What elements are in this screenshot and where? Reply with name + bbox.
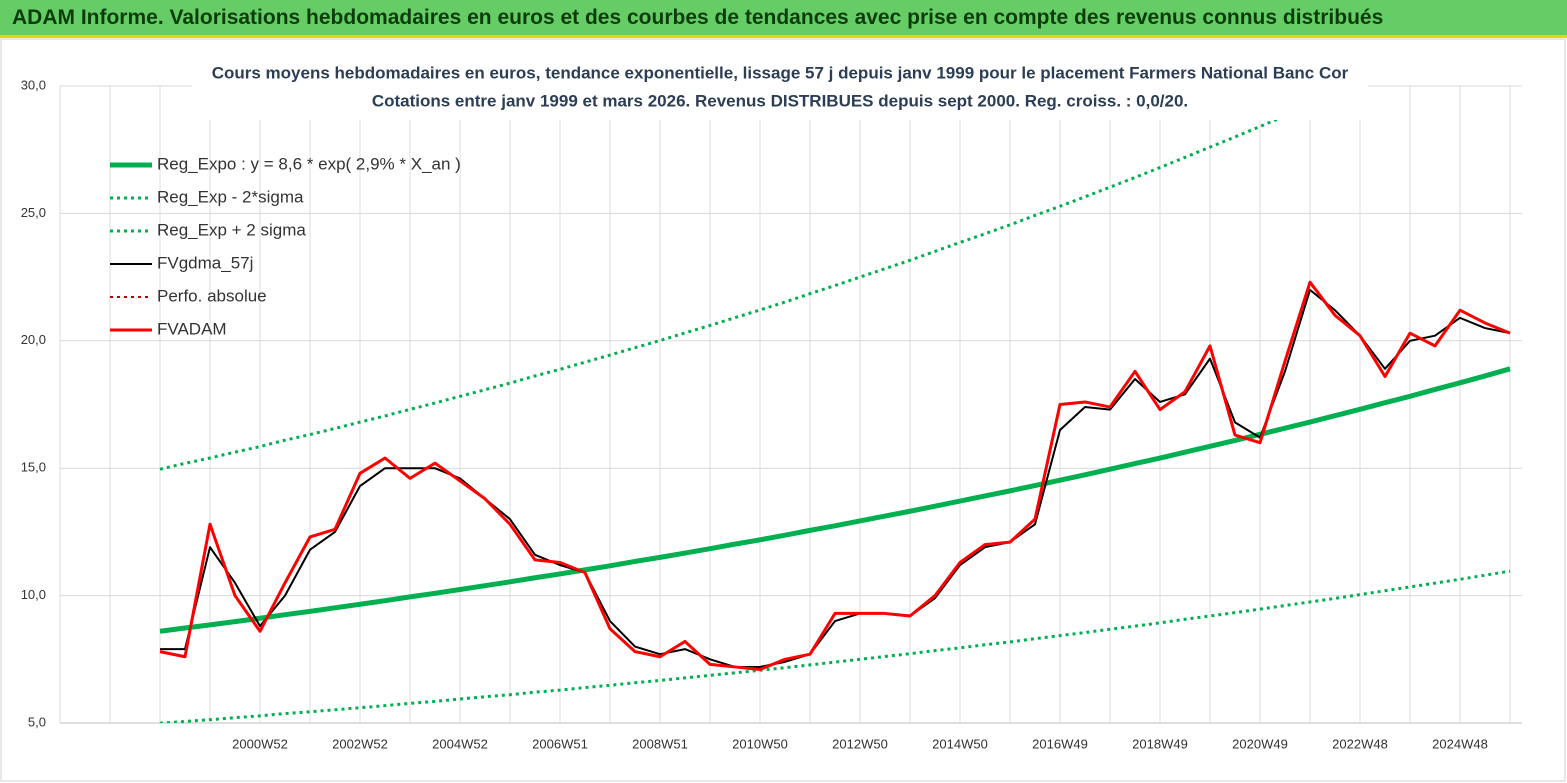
x-tick-label: 2012W50 [832,736,888,751]
series-line [159,86,1357,471]
legend-label: FVADAM [157,319,227,338]
series-line [159,569,1511,723]
y-tick-label: 25,0 [21,205,46,220]
legend-label: Reg_Expo : y = 8,6 * exp( 2,9% * X_an ) [157,154,461,173]
y-tick-label: 10,0 [21,587,46,602]
x-tick-label: 2010W50 [732,736,788,751]
header-title: ADAM Informe. Valorisations hebdomadaire… [12,6,1384,29]
legend-label: Perfo. absolue [157,286,267,305]
header-bar: ADAM Informe. Valorisations hebdomadaire… [0,0,1567,38]
series-line [159,366,1511,634]
legend-label: Reg_Exp + 2 sigma [157,220,306,239]
x-tick-label: 2004W52 [432,736,488,751]
x-tick-label: 2014W50 [932,736,988,751]
x-tick-label: 2020W49 [1232,736,1288,751]
x-tick-label: 2000W52 [232,736,288,751]
x-tick-label: 2022W48 [1332,736,1388,751]
series-line [160,288,1511,668]
title-box [192,60,1368,120]
x-tick-label: 2002W52 [332,736,388,751]
legend-label: FVgdma_57j [157,253,253,272]
series-line [159,280,1511,671]
chart-subtitle: Cotations entre janv 1999 et mars 2026. … [372,91,1188,110]
x-tick-label: 2024W48 [1432,736,1488,751]
chart: 5,0 10,0 15,0 20,0 25,0 30,0 2000W52 2002W52 200… [0,38,1566,782]
legend-label: Reg_Exp - 2*sigma [157,187,304,206]
x-tick-label: 2008W51 [632,736,688,751]
x-tick-label: 2016W49 [1032,736,1088,751]
y-tick-label: 5,0 [28,714,46,729]
x-tick-label: 2006W51 [532,736,588,751]
y-tick-label: 30,0 [21,77,46,92]
chart-border [0,38,1566,782]
x-tick-label: 2018W49 [1132,736,1188,751]
y-tick-label: 20,0 [21,332,46,347]
y-tick-label: 15,0 [21,460,46,475]
chart-title: Cours moyens hebdomadaires en euros, ten… [212,63,1349,82]
